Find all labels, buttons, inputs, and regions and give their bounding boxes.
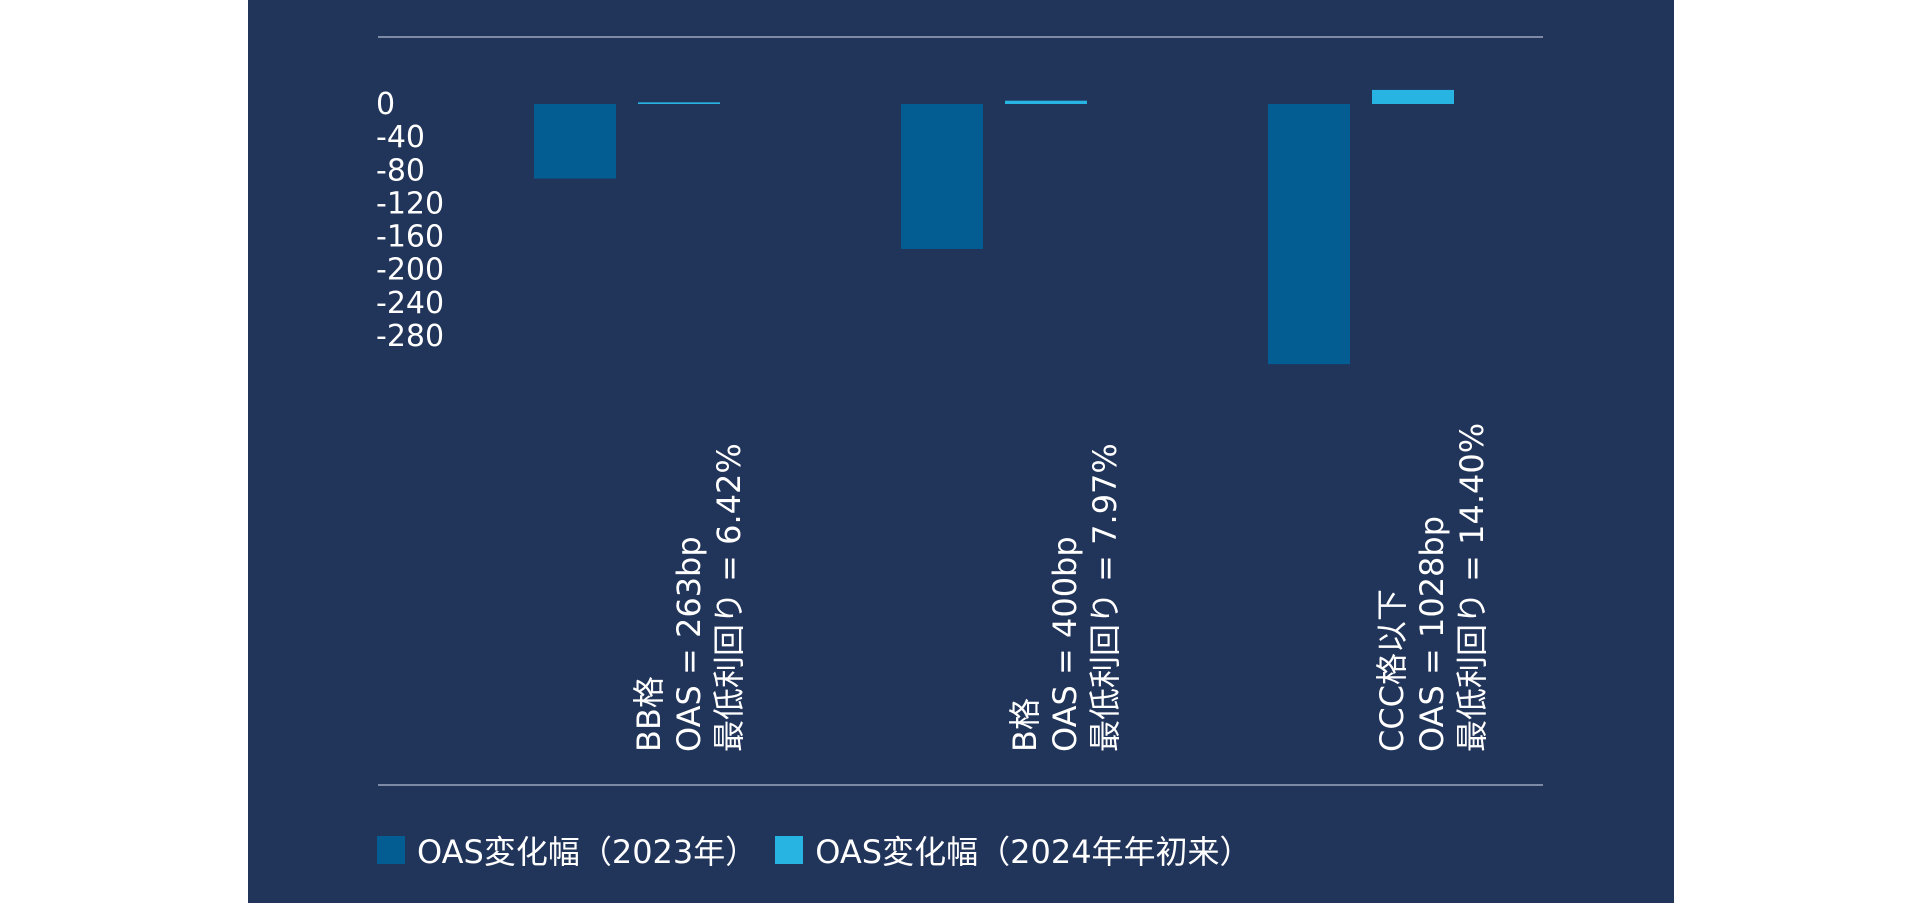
category-label-line: OAS = 1028bp xyxy=(1413,516,1451,752)
bar-2023-2 xyxy=(1268,104,1350,365)
y-tick-label: -40 xyxy=(376,120,425,155)
y-axis-ticks: 0-40-80-120-160-200-240-280 xyxy=(376,87,444,354)
bar-2024-ytd-2 xyxy=(1372,89,1454,104)
category-label-line: CCC格以下 xyxy=(1373,589,1411,752)
y-tick-label: -160 xyxy=(376,220,444,255)
category-label-line: 最低利回り = 7.97% xyxy=(1086,443,1124,752)
y-tick-label: -120 xyxy=(376,186,444,221)
category-label-line: 最低利回り = 6.42% xyxy=(710,443,748,752)
y-tick-label: -80 xyxy=(376,153,425,188)
category-labels: BB格 OAS = 263bp 最低利回り = 6.42% B格 OAS = 400bp… xyxy=(630,423,1491,752)
category-label-line: OAS = 263bp xyxy=(670,536,708,752)
category-label-line: B格 xyxy=(1006,698,1044,752)
y-tick-label: 0 xyxy=(376,87,395,122)
legend-item-2024-ytd: OAS変化幅（2024年年初来） xyxy=(775,827,1252,873)
legend-item-2023: OAS変化幅（2023年） xyxy=(377,827,757,873)
bars xyxy=(534,89,1454,365)
bar-2023-0 xyxy=(534,104,616,179)
legend-label-2023: OAS変化幅（2023年） xyxy=(417,833,758,871)
y-tick-label: -240 xyxy=(376,286,444,321)
category-label-line: OAS = 400bp xyxy=(1046,536,1084,752)
legend-label-2024-ytd: OAS変化幅（2024年年初来） xyxy=(815,833,1252,871)
bar-2024-ytd-1 xyxy=(1005,100,1087,104)
legend-swatch-2024-ytd xyxy=(775,836,804,864)
y-tick-label: -200 xyxy=(376,253,444,288)
bar-2024-ytd-0 xyxy=(638,102,720,104)
bar-2023-1 xyxy=(901,104,983,249)
legend-swatch-2023 xyxy=(377,836,405,864)
category-label-line: 最低利回り = 14.40% xyxy=(1453,423,1491,752)
category-label-line: BB格 xyxy=(630,676,668,752)
y-tick-label: -280 xyxy=(376,319,444,354)
legend: OAS変化幅（2023年） OAS変化幅（2024年年初来） xyxy=(377,827,1270,873)
